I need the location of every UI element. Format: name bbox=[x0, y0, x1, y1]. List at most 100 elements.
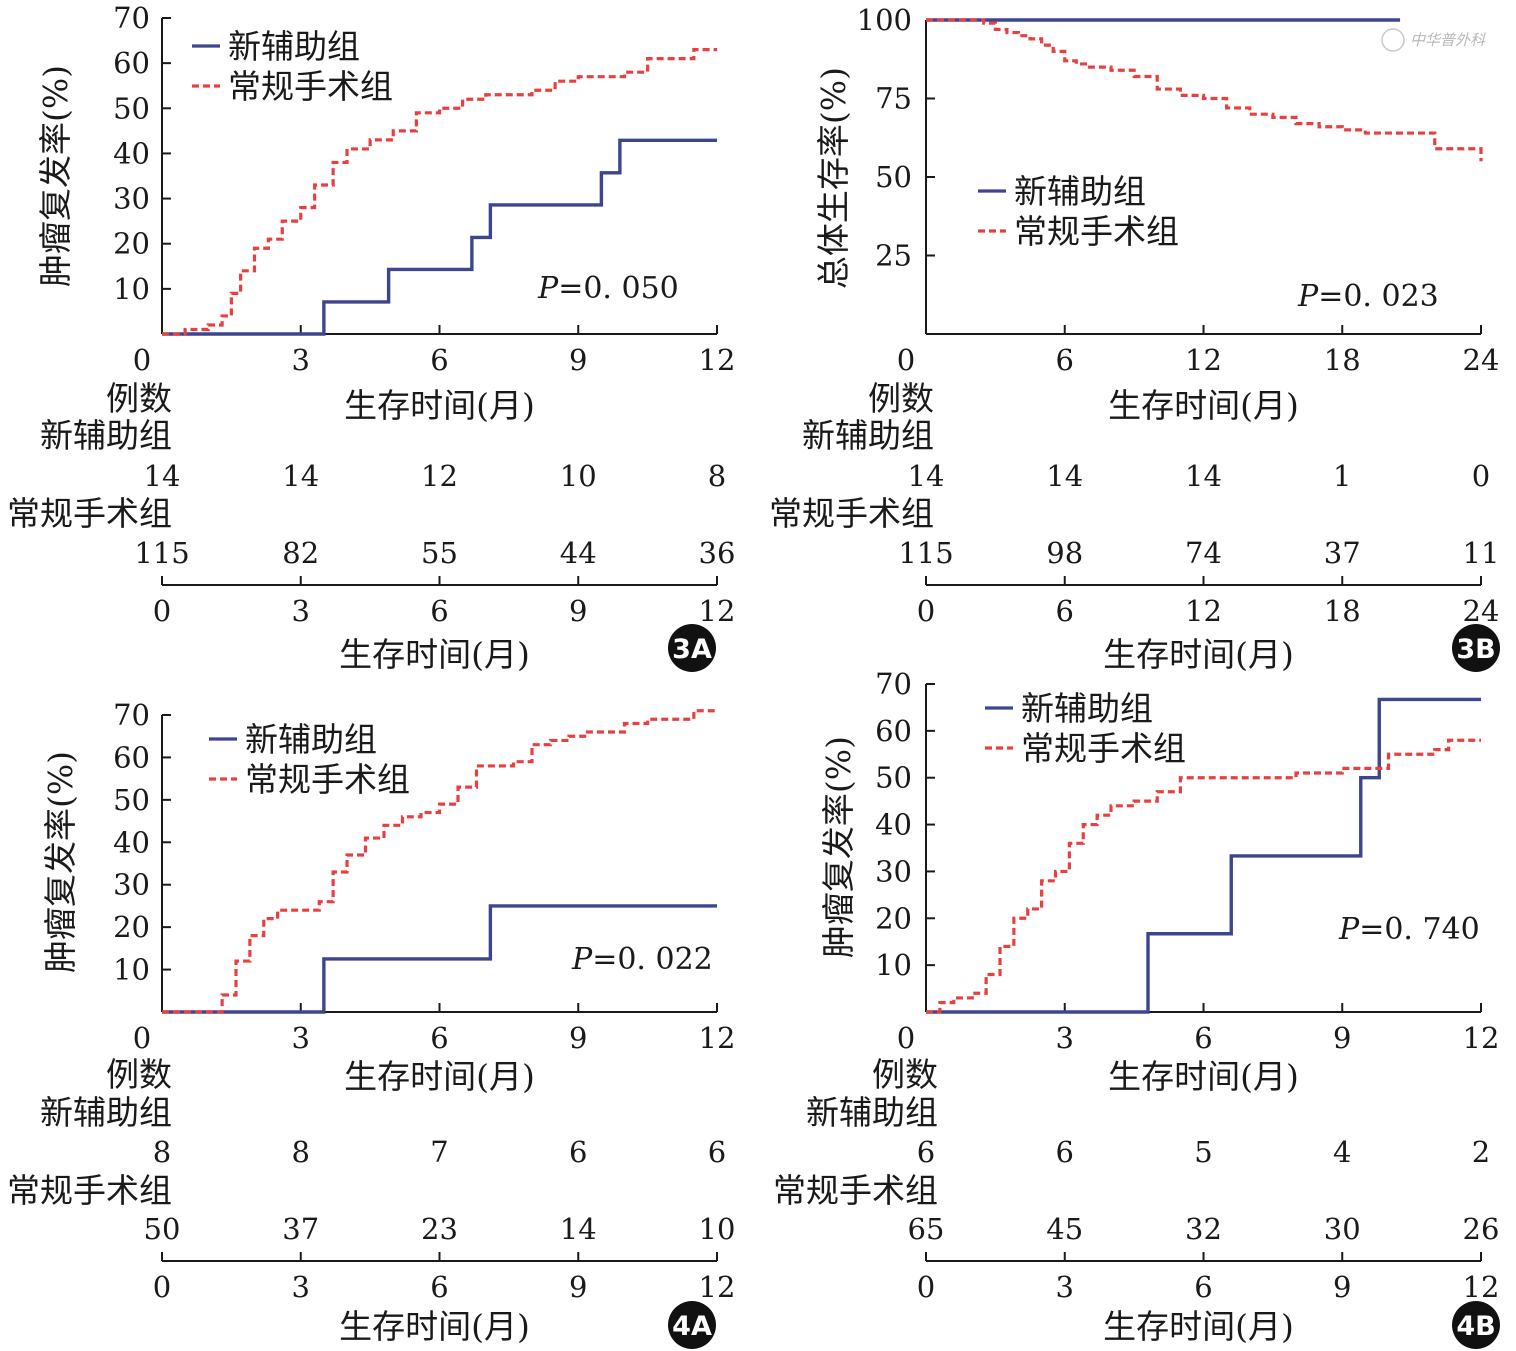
legend-label: 新辅助组 bbox=[1014, 172, 1146, 211]
risk-axis-tick-label: 18 bbox=[1324, 594, 1361, 628]
risk-axis-tick-label: 9 bbox=[569, 1270, 587, 1304]
risk-table-count: 50 bbox=[144, 1212, 181, 1246]
risk-axis-tick-label: 3 bbox=[1056, 1270, 1074, 1304]
watermark: 中华普外科 bbox=[1381, 28, 1486, 52]
y-tick-label: 40 bbox=[875, 808, 912, 842]
x-tick-label: 3 bbox=[1056, 1021, 1074, 1055]
risk-table-header: 例数 bbox=[872, 1055, 938, 1094]
risk-table-count: 8 bbox=[153, 1135, 171, 1169]
panel-badge-label: 3B bbox=[1456, 634, 1495, 665]
y-tick-label: 20 bbox=[113, 910, 150, 944]
legend-label: 常规手术组 bbox=[245, 760, 410, 799]
risk-table-count: 8 bbox=[708, 459, 726, 493]
risk-axis-tick-label: 9 bbox=[1333, 1270, 1351, 1304]
y-axis-label: 肿瘤复发率(%) bbox=[41, 751, 80, 973]
x-tick-label: 24 bbox=[1463, 343, 1500, 377]
y-tick-label: 100 bbox=[857, 3, 912, 37]
x-axis-label: 生存时间(月) bbox=[344, 386, 535, 425]
risk-axis-tick-label: 0 bbox=[153, 1270, 171, 1304]
risk-table-count: 37 bbox=[282, 1212, 319, 1246]
risk-table-count: 2 bbox=[1472, 1135, 1490, 1169]
y-tick-label: 20 bbox=[875, 901, 912, 935]
risk-axis-tick-label: 6 bbox=[1056, 594, 1074, 628]
x-tick-label: 9 bbox=[1333, 1021, 1351, 1055]
risk-table-row-label: 常规手术组 bbox=[7, 494, 172, 533]
risk-table-count: 26 bbox=[1463, 1212, 1500, 1246]
y-tick-label: 50 bbox=[875, 160, 912, 194]
legend-label: 新辅助组 bbox=[1021, 689, 1153, 728]
panel-badge bbox=[1452, 1301, 1500, 1349]
risk-table-count: 11 bbox=[1463, 536, 1500, 570]
risk-table-count: 30 bbox=[1324, 1212, 1361, 1246]
risk-table-count: 14 bbox=[908, 459, 945, 493]
risk-axis-label: 生存时间(月) bbox=[339, 1307, 530, 1346]
risk-table-count: 98 bbox=[1046, 536, 1083, 570]
p-label: P bbox=[571, 942, 593, 977]
risk-axis-tick-label: 3 bbox=[292, 594, 310, 628]
p-value: P=0. 023 bbox=[1297, 279, 1439, 314]
risk-table-count: 74 bbox=[1185, 536, 1222, 570]
y-tick-label: 30 bbox=[875, 854, 912, 888]
series-neoadjuvant-curve bbox=[926, 697, 1481, 1014]
x-tick-label: 12 bbox=[699, 343, 736, 377]
x-tick-label: 6 bbox=[1194, 1021, 1212, 1055]
legend-label: 常规手术组 bbox=[1014, 212, 1179, 251]
risk-table-count: 5 bbox=[1194, 1135, 1212, 1169]
risk-table-count: 10 bbox=[699, 1212, 736, 1246]
risk-table-count: 4 bbox=[1333, 1135, 1351, 1169]
risk-table-count: 23 bbox=[421, 1212, 458, 1246]
risk-table-row-label: 新辅助组 bbox=[40, 1093, 172, 1132]
legend-label: 新辅助组 bbox=[245, 720, 377, 759]
risk-table-count: 14 bbox=[1046, 459, 1083, 493]
y-tick-label: 60 bbox=[113, 740, 150, 774]
risk-table-count: 14 bbox=[282, 459, 319, 493]
x-tick-label: 0 bbox=[133, 1021, 151, 1055]
risk-table-count: 6 bbox=[708, 1135, 726, 1169]
y-tick-label: 20 bbox=[113, 227, 150, 261]
legend-label: 新辅助组 bbox=[228, 27, 360, 66]
y-tick-label: 40 bbox=[113, 136, 150, 170]
y-tick-label: 30 bbox=[113, 182, 150, 216]
p-value-text: =0. 050 bbox=[558, 271, 679, 306]
y-tick-label: 70 bbox=[113, 1, 150, 35]
risk-table-count: 65 bbox=[908, 1212, 945, 1246]
risk-axis-tick-label: 12 bbox=[699, 594, 736, 628]
y-tick-label: 75 bbox=[875, 82, 912, 116]
p-value: P=0. 022 bbox=[571, 942, 713, 977]
p-value-text: =0. 022 bbox=[592, 942, 713, 977]
p-value-text: =0. 023 bbox=[1318, 279, 1439, 314]
risk-table-count: 1 bbox=[1333, 459, 1351, 493]
risk-table-count: 6 bbox=[917, 1135, 935, 1169]
y-axis-label: 肿瘤复发率(%) bbox=[36, 65, 75, 287]
panel-badge bbox=[668, 1301, 716, 1349]
y-tick-label: 50 bbox=[113, 783, 150, 817]
risk-table-count: 0 bbox=[1472, 459, 1490, 493]
risk-table-count: 115 bbox=[134, 536, 189, 570]
series-surgery-curve bbox=[926, 18, 1483, 162]
risk-table-header: 例数 bbox=[868, 379, 934, 418]
risk-axis-tick-label: 0 bbox=[153, 594, 171, 628]
risk-table-count: 10 bbox=[560, 459, 597, 493]
risk-axis-tick-label: 12 bbox=[699, 1270, 736, 1304]
x-tick-label: 6 bbox=[430, 343, 448, 377]
y-axis-label: 肿瘤复发率(%) bbox=[819, 736, 858, 958]
series-surgery-curve bbox=[162, 709, 717, 1014]
panel-badge bbox=[1452, 624, 1500, 672]
risk-table-row-label: 常规手术组 bbox=[773, 1171, 938, 1210]
risk-table-count: 36 bbox=[699, 536, 736, 570]
risk-table-count: 12 bbox=[421, 459, 458, 493]
x-tick-label: 18 bbox=[1324, 343, 1361, 377]
risk-axis-tick-label: 12 bbox=[1463, 1270, 1500, 1304]
panel-badge-label: 4A bbox=[672, 1311, 712, 1342]
risk-axis-tick-label: 0 bbox=[917, 1270, 935, 1304]
x-tick-label: 6 bbox=[430, 1021, 448, 1055]
risk-table-row-label: 新辅助组 bbox=[40, 416, 172, 455]
risk-axis-tick-label: 6 bbox=[430, 594, 448, 628]
risk-table-count: 6 bbox=[1056, 1135, 1074, 1169]
x-tick-label: 9 bbox=[569, 343, 587, 377]
risk-table-count: 45 bbox=[1046, 1212, 1083, 1246]
risk-axis-label: 生存时间(月) bbox=[1103, 1307, 1294, 1346]
